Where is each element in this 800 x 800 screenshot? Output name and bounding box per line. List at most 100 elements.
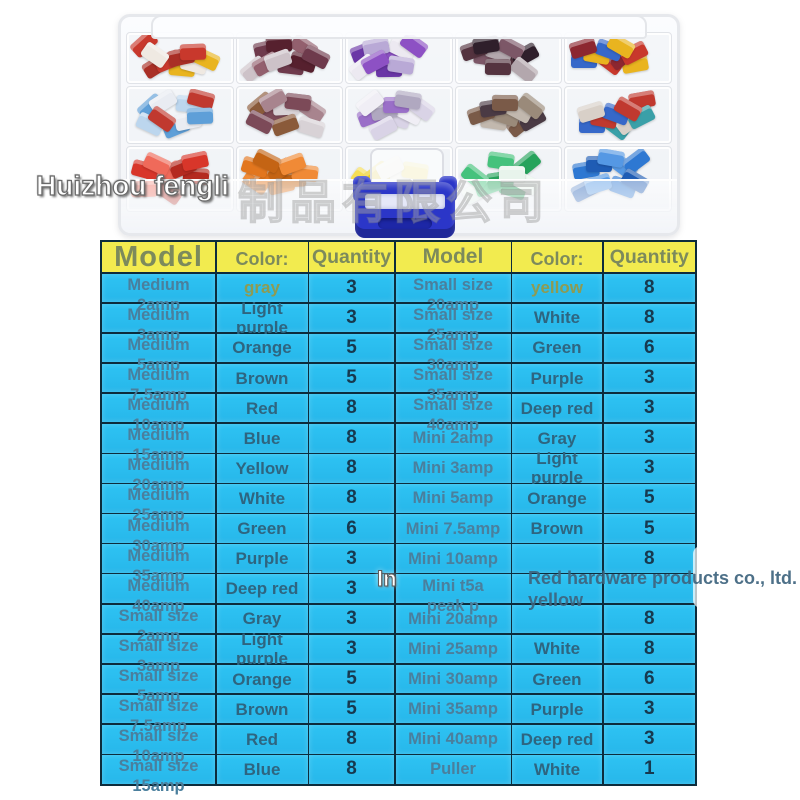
model-cell: Small size 15amp bbox=[102, 755, 215, 795]
model-cell: Mini 25amp bbox=[395, 634, 511, 664]
model-cell: Medium 2amp bbox=[102, 273, 215, 314]
quantity-cell: 5 bbox=[603, 514, 695, 543]
compartment bbox=[345, 32, 453, 84]
quantity-cell: 6 bbox=[603, 333, 695, 363]
model-cell: Mini 20amp bbox=[395, 604, 511, 634]
quantity-cell: 8 bbox=[309, 724, 394, 754]
fuse-chip bbox=[284, 92, 313, 112]
watermark-company-line1: Red hardware products co., ltd. bbox=[528, 568, 798, 588]
quantity-cell: 8 bbox=[603, 634, 695, 664]
quantity-cell: 3 bbox=[309, 273, 394, 303]
model-cell: Medium 35amp bbox=[102, 544, 215, 585]
color-cell: White bbox=[512, 634, 602, 664]
color-cell: Light purple bbox=[512, 449, 602, 487]
model-cell: Medium 15amp bbox=[102, 423, 215, 464]
product-photo bbox=[110, 6, 685, 238]
quantity-cell: 8 bbox=[309, 423, 394, 453]
color-cell bbox=[512, 604, 602, 634]
color-cell: Purple bbox=[216, 544, 308, 573]
quantity-cell: 1 bbox=[603, 755, 695, 784]
color-cell: Orange bbox=[512, 484, 602, 513]
fuse-chip bbox=[186, 107, 214, 125]
color-cell: Brown bbox=[216, 694, 308, 724]
watermark-company: Red hardware products co., ltd. yellow bbox=[528, 567, 797, 611]
model-cell: Medium 10amp bbox=[102, 393, 215, 434]
model-cell: Puller bbox=[395, 755, 511, 784]
color-cell: Brown bbox=[512, 514, 602, 543]
watermark-brand: Huizhou fengli bbox=[35, 169, 229, 201]
model-cell: Small size 20amp bbox=[395, 273, 511, 314]
fuse-chip bbox=[179, 43, 207, 61]
quantity-cell: 3 bbox=[603, 724, 695, 754]
color-cell: Yellow bbox=[216, 454, 308, 483]
model-cell: Small size 2amp bbox=[102, 604, 215, 645]
quantity-cell: 8 bbox=[309, 755, 394, 784]
quantity-cell: 3 bbox=[309, 634, 394, 664]
color-cell: Light purple bbox=[216, 630, 308, 668]
color-cell: Red bbox=[216, 393, 308, 423]
model-cell: Medium 3amp bbox=[102, 303, 215, 344]
quantity-cell: 3 bbox=[603, 423, 695, 453]
fuse-box bbox=[118, 14, 680, 236]
model-cell: Small size 10amp bbox=[102, 724, 215, 765]
color-cell: Purple bbox=[512, 694, 602, 724]
quantity-cell: 3 bbox=[603, 393, 695, 423]
model-cell: Small size 3amp bbox=[102, 634, 215, 675]
box-row bbox=[126, 32, 672, 84]
color-cell: yellow bbox=[512, 273, 602, 303]
box-row bbox=[126, 86, 672, 144]
color-cell bbox=[512, 544, 602, 573]
quantity-cell: 5 bbox=[309, 363, 394, 393]
watermark-in: In bbox=[377, 566, 398, 592]
header-cell-model: Model bbox=[102, 241, 215, 273]
color-cell: Blue bbox=[216, 423, 308, 453]
compartment bbox=[564, 32, 672, 84]
color-cell: Green bbox=[512, 664, 602, 694]
model-cell: Mini 7.5amp bbox=[395, 514, 511, 543]
color-cell: White bbox=[512, 303, 602, 333]
model-cell: Small size 7.5amp bbox=[102, 694, 215, 735]
model-cell: Small size 35amp bbox=[395, 363, 511, 404]
color-cell: Light purple bbox=[216, 299, 308, 337]
header-cell-quantity: Quantity bbox=[309, 242, 394, 272]
fuse-chip bbox=[485, 59, 512, 76]
quantity-cell: 3 bbox=[309, 574, 394, 604]
quantity-cell: 5 bbox=[603, 484, 695, 513]
model-cell: Medium 7.5amp bbox=[102, 363, 215, 404]
model-cell: Mini 3amp bbox=[395, 454, 511, 483]
quantity-cell: 5 bbox=[309, 333, 394, 363]
watermark-chinese-text: 制品有限公司 bbox=[237, 175, 550, 229]
color-cell: Brown bbox=[216, 363, 308, 393]
quantity-cell: 6 bbox=[309, 514, 394, 543]
model-cell: Mini 30amp bbox=[395, 664, 511, 694]
color-cell: White bbox=[216, 484, 308, 513]
color-cell: Purple bbox=[512, 363, 602, 393]
model-cell: Mini 40amp bbox=[395, 724, 511, 754]
quantity-cell: 8 bbox=[603, 273, 695, 303]
color-cell: Gray bbox=[216, 604, 308, 634]
model-cell: Medium 30amp bbox=[102, 514, 215, 555]
model-cell: Mini t5a peak p bbox=[395, 574, 511, 615]
quantity-cell: 8 bbox=[603, 303, 695, 333]
header-cell-color: Color: bbox=[216, 242, 308, 272]
model-cell: Medium 25amp bbox=[102, 484, 215, 524]
compartment bbox=[235, 86, 344, 144]
model-cell: Mini 2amp bbox=[395, 423, 511, 453]
color-cell: Deep red bbox=[216, 574, 308, 604]
puller-slot bbox=[378, 218, 432, 229]
compartment bbox=[454, 86, 563, 144]
fuse-box-lid bbox=[151, 15, 647, 39]
model-cell: Medium 20amp bbox=[102, 454, 215, 494]
model-cell: Small size 5amp bbox=[102, 664, 215, 705]
puller-window bbox=[365, 194, 445, 209]
model-cell: Medium 40amp bbox=[102, 574, 215, 615]
header-cell-model: Model bbox=[395, 242, 511, 272]
quantity-cell: 8 bbox=[603, 544, 695, 573]
quantity-cell: 8 bbox=[603, 604, 695, 634]
fuse-puller-image bbox=[353, 148, 457, 238]
watermark-company-line2: yellow bbox=[528, 590, 584, 610]
model-cell: Small size 40amp bbox=[395, 393, 511, 434]
quantity-cell: 5 bbox=[309, 694, 394, 724]
color-cell: Gray bbox=[512, 423, 602, 453]
